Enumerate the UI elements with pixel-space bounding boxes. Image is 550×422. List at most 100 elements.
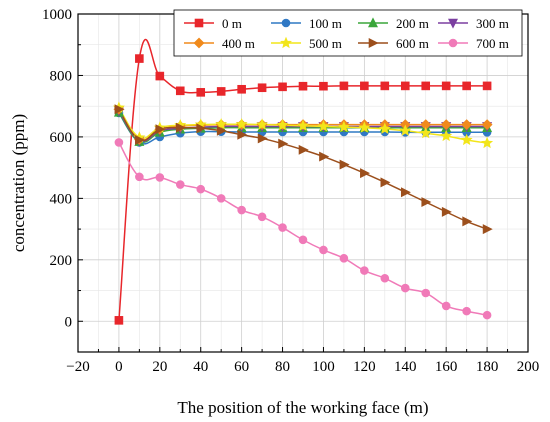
data-point-4 (461, 119, 473, 131)
data-point-7 (237, 205, 246, 215)
legend-swatch-marker (280, 36, 292, 49)
data-point-6 (155, 124, 166, 135)
y-tick-label: 800 (50, 68, 73, 84)
data-point-5 (481, 136, 494, 149)
data-point-6 (462, 216, 473, 227)
data-point-0 (441, 81, 451, 91)
legend-swatch-marker (368, 38, 379, 48)
x-tick-label: 20 (152, 359, 167, 375)
x-tick-label: 60 (234, 359, 249, 375)
x-tick-label: 120 (353, 359, 376, 375)
y-axis-title: concentration (ppm) (9, 114, 28, 252)
data-point-5 (440, 129, 453, 142)
x-tick-label: 0 (115, 359, 123, 375)
data-point-7 (216, 194, 226, 203)
data-point-5 (297, 119, 309, 131)
legend-label: 100 m (309, 16, 342, 31)
series-markers (112, 54, 494, 325)
data-point-6 (421, 197, 432, 208)
data-point-6 (441, 206, 452, 217)
legend-swatch-marker (281, 18, 291, 28)
data-point-7 (257, 212, 267, 222)
data-point-7 (380, 273, 390, 283)
legend-swatch-marker (448, 38, 458, 48)
legend-label: 0 m (222, 16, 242, 31)
x-tick-label: 160 (435, 359, 458, 375)
data-point-0 (380, 81, 390, 91)
data-point-6 (319, 151, 330, 162)
legend-label: 700 m (476, 36, 509, 51)
y-tick-label: 0 (65, 314, 73, 330)
legend-box (173, 9, 523, 57)
legend-swatch-marker (448, 18, 458, 29)
data-point-6 (400, 187, 411, 198)
data-point-7 (462, 306, 471, 316)
x-tick-label: 100 (312, 359, 335, 375)
legend-swatch-marker (368, 17, 378, 28)
data-point-7 (339, 253, 349, 263)
data-point-5 (317, 120, 330, 132)
data-point-0 (135, 54, 144, 63)
data-point-5 (358, 121, 371, 133)
legend-swatch-marker (193, 37, 205, 49)
data-point-0 (237, 84, 246, 94)
data-point-7 (360, 266, 369, 275)
data-point-6 (482, 224, 493, 235)
data-point-7 (421, 288, 431, 298)
legend: 0 m 100 m 200 m 300 m 400 m 500 m 600 m 700 m (173, 9, 523, 57)
x-tick-label: 200 (517, 359, 540, 375)
data-point-7 (278, 223, 287, 232)
data-point-0 (278, 82, 287, 92)
data-point-5 (215, 118, 228, 130)
data-point-7 (441, 301, 451, 311)
data-point-7 (175, 180, 185, 189)
data-point-7 (319, 245, 328, 255)
data-point-6 (135, 134, 146, 145)
data-point-6 (175, 122, 186, 133)
data-point-7 (298, 235, 308, 245)
legend-label: 400 m (222, 36, 255, 51)
data-point-6 (298, 144, 309, 155)
grid-lines (77, 13, 529, 353)
data-point-0 (257, 83, 267, 93)
legend-label: 500 m (309, 36, 342, 51)
data-point-6 (360, 168, 371, 179)
x-tick-label: 140 (394, 359, 417, 375)
data-point-0 (462, 81, 471, 91)
y-tick-label: 400 (50, 191, 73, 207)
data-point-5 (337, 120, 350, 133)
data-point-6 (216, 125, 227, 136)
data-point-5 (419, 126, 432, 139)
data-point-0 (298, 81, 308, 91)
data-point-0 (175, 86, 185, 96)
data-point-6 (339, 159, 350, 170)
data-point-0 (482, 81, 492, 91)
data-point-0 (196, 88, 206, 97)
data-point-0 (319, 81, 328, 91)
x-tick-label: −20 (66, 359, 89, 375)
y-tick-label: 1000 (42, 7, 72, 23)
data-point-6 (196, 123, 207, 134)
data-point-7 (400, 283, 410, 293)
legend-label: 600 m (396, 36, 429, 51)
y-tick-label: 200 (50, 253, 73, 269)
data-point-7 (482, 310, 492, 320)
x-tick-label: 40 (193, 359, 208, 375)
data-point-0 (421, 81, 431, 91)
data-point-6 (114, 104, 125, 115)
data-point-6 (278, 138, 289, 149)
data-point-5 (256, 118, 269, 130)
data-point-0 (216, 87, 226, 96)
data-point-5 (276, 118, 289, 131)
legend-label: 200 m (396, 16, 429, 31)
data-point-0 (360, 81, 369, 91)
x-axis-title: The position of the working face (m) (177, 398, 428, 417)
y-tick-label: 600 (50, 130, 73, 146)
data-point-0 (400, 81, 410, 91)
data-point-7 (155, 173, 165, 182)
data-point-0 (155, 71, 165, 81)
data-point-6 (380, 177, 391, 188)
data-point-4 (481, 119, 493, 131)
data-point-4 (440, 119, 452, 131)
